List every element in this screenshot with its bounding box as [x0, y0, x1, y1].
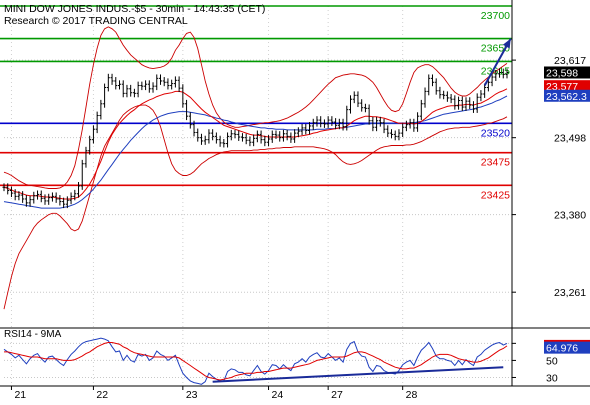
x-tick-label: 27 — [331, 389, 343, 400]
support-resistance-levels: 237002365023615235202347523425 — [0, 5, 512, 201]
y-tick-label: 23,617 — [554, 55, 586, 67]
rsi-value-tag-box — [544, 341, 590, 354]
level-label-23520: 23520 — [481, 127, 510, 139]
rsi-y-tick-label: 50 — [546, 355, 558, 367]
price-tag-label: 23,562.3 — [546, 91, 587, 103]
price-tag-box — [544, 80, 590, 93]
moving-average-slow-line — [3, 95, 508, 209]
level-label-23700: 23700 — [481, 10, 510, 22]
rsi-y-tick-label: 30 — [546, 372, 558, 384]
chart-title: MINI DOW JONES INDUS.-$5 - 30min - 14:43… — [4, 3, 265, 15]
rsi-value-tag-label: 64.976 — [546, 343, 578, 355]
price-tag-label: 23,598 — [546, 67, 578, 79]
level-label-23475: 23475 — [481, 157, 510, 169]
trend-arrow-head — [502, 38, 511, 49]
x-tick-label: 23 — [186, 389, 198, 400]
price-tag-box — [544, 89, 590, 102]
bollinger-lower-line — [3, 104, 508, 310]
y-tick-label: 23,498 — [554, 133, 586, 145]
x-tick-label: 28 — [406, 389, 418, 400]
grid-layer — [4, 6, 512, 386]
x-tick-label: 21 — [14, 389, 26, 400]
rsi-panel-title: RSI14 - 9MA — [4, 329, 62, 340]
price-series-layer — [2, 26, 512, 310]
bollinger-upper-line — [3, 26, 508, 189]
level-label-23425: 23425 — [481, 189, 510, 201]
rsi-ma-line — [4, 342, 508, 381]
x-tick-label: 22 — [96, 389, 108, 400]
rsi-line — [3, 337, 508, 385]
x-tick-label: 24 — [272, 389, 284, 400]
rsi-trend-line — [212, 366, 504, 383]
y-tick-label: 23,261 — [554, 287, 586, 299]
rsi-series-layer — [3, 337, 508, 385]
moving-average-fast-line — [3, 88, 508, 200]
chart-subtitle: Research © 2017 TRADING CENTRAL — [4, 15, 188, 27]
y-tick-label: 23,380 — [554, 210, 586, 222]
price-tag-box — [544, 66, 590, 79]
